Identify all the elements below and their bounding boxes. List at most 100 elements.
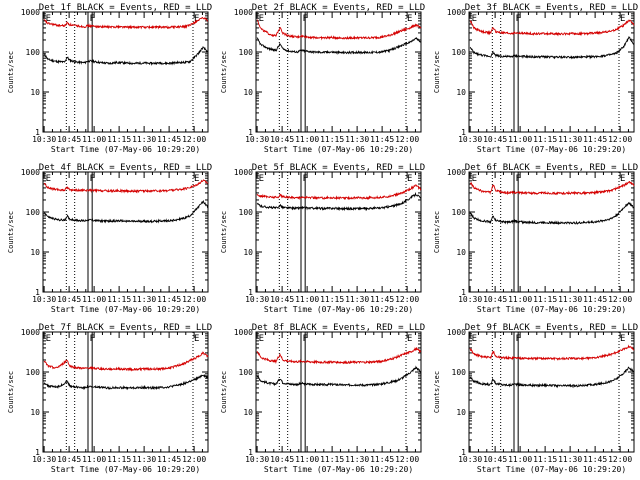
x-tick-label: 11:15 bbox=[107, 135, 131, 144]
panel-title: Det 3f BLACK = Events, RED = LLD bbox=[465, 3, 638, 13]
panel-det-1: Det 1f BLACK = Events, RED = LLD 1 10 100 10… bbox=[7, 3, 212, 154]
x-tick-label: 11:45 bbox=[157, 295, 181, 304]
y-tick-label: 100 bbox=[26, 48, 41, 57]
y-tick-label: 1 bbox=[461, 128, 466, 137]
series-events-line bbox=[469, 366, 635, 389]
flag-label: F bbox=[303, 174, 308, 184]
y-tick-label: 1 bbox=[461, 288, 466, 297]
flag-label: E bbox=[472, 14, 477, 24]
panel-title: Det 6f BLACK = Events, RED = LLD bbox=[465, 163, 638, 173]
x-tick-label: 12:00 bbox=[395, 455, 419, 464]
panel-title: Det 4f BLACK = Events, RED = LLD bbox=[39, 163, 212, 173]
y-tick-label: 1000 bbox=[447, 8, 466, 17]
plot-frame bbox=[468, 331, 635, 453]
x-tick-label: 11:15 bbox=[107, 295, 131, 304]
x-tick-label: 11:45 bbox=[370, 135, 394, 144]
flag-label: F bbox=[90, 174, 95, 184]
y-tick-label: 1000 bbox=[234, 8, 253, 17]
x-tick-label: 10:45 bbox=[483, 295, 507, 304]
x-tick-label: 10:45 bbox=[483, 455, 507, 464]
y-tick-label: 10 bbox=[456, 408, 466, 417]
plot-frame bbox=[255, 171, 422, 293]
y-tick-label: 100 bbox=[452, 208, 467, 217]
series-events-line bbox=[469, 201, 635, 226]
flag-label: E bbox=[472, 174, 477, 184]
flag-label: E bbox=[46, 174, 51, 184]
x-tick-label: 11:30 bbox=[558, 135, 582, 144]
y-tick-label: 100 bbox=[239, 48, 254, 57]
x-tick-label: 12:00 bbox=[182, 455, 206, 464]
x-tick-label: 12:00 bbox=[395, 135, 419, 144]
series-lld-line bbox=[256, 184, 422, 201]
y-tick-label: 1000 bbox=[21, 328, 40, 337]
y-axis-label: Counts/sec bbox=[7, 211, 15, 253]
panel-det-9: Det 9f BLACK = Events, RED = LLD 1 10 100 10… bbox=[433, 323, 638, 474]
x-axis-label: Start Time (07-May-06 10:29:20) bbox=[264, 305, 413, 314]
panel-det-8: Det 8f BLACK = Events, RED = LLD 1 10 100 10… bbox=[220, 323, 425, 474]
series-lld-line bbox=[43, 351, 209, 372]
x-tick-label: 11:45 bbox=[583, 455, 607, 464]
x-tick-label: 11:15 bbox=[320, 295, 344, 304]
y-tick-label: 1 bbox=[461, 448, 466, 457]
panel-title: Det 5f BLACK = Events, RED = LLD bbox=[252, 163, 425, 173]
y-tick-label: 100 bbox=[452, 368, 467, 377]
y-axis-label: Counts/sec bbox=[433, 51, 441, 93]
series-lld-line bbox=[43, 16, 209, 30]
y-axis-label: Counts/sec bbox=[7, 371, 15, 413]
x-axis-label: Start Time (07-May-06 10:29:20) bbox=[51, 305, 200, 314]
y-tick-label: 1000 bbox=[447, 168, 466, 177]
flag-label: F bbox=[516, 14, 521, 24]
x-tick-label: 11:30 bbox=[558, 455, 582, 464]
x-tick-label: 11:30 bbox=[132, 135, 156, 144]
panel-title: Det 1f BLACK = Events, RED = LLD bbox=[39, 3, 212, 13]
x-tick-label: 11:30 bbox=[132, 455, 156, 464]
flag-label: E bbox=[259, 334, 264, 344]
x-tick-label: 10:30 bbox=[458, 295, 482, 304]
x-tick-label: 11:45 bbox=[370, 295, 394, 304]
x-tick-label: 11:15 bbox=[107, 455, 131, 464]
x-tick-label: 10:30 bbox=[245, 135, 269, 144]
y-tick-label: 1 bbox=[248, 128, 253, 137]
plot-frame bbox=[42, 171, 209, 293]
x-tick-label: 10:30 bbox=[458, 455, 482, 464]
x-tick-label: 10:45 bbox=[57, 135, 81, 144]
y-tick-label: 1 bbox=[35, 288, 40, 297]
plot-frame bbox=[468, 171, 635, 293]
series-lld-line bbox=[469, 181, 635, 196]
flag-label: E bbox=[259, 174, 264, 184]
x-tick-label: 11:15 bbox=[320, 455, 344, 464]
flag-label: F bbox=[90, 334, 95, 344]
series-events-line bbox=[43, 373, 209, 391]
x-axis-label: Start Time (07-May-06 10:29:20) bbox=[264, 465, 413, 474]
x-tick-label: 11:15 bbox=[533, 135, 557, 144]
y-tick-label: 1000 bbox=[21, 8, 40, 17]
x-axis-label: Start Time (07-May-06 10:29:20) bbox=[477, 305, 626, 314]
y-tick-label: 10 bbox=[243, 88, 253, 97]
flag-label: E bbox=[46, 14, 51, 24]
x-tick-label: 11:45 bbox=[157, 135, 181, 144]
y-axis-label: Counts/sec bbox=[433, 211, 441, 253]
x-tick-label: 10:30 bbox=[458, 135, 482, 144]
flag-label: E bbox=[620, 334, 625, 344]
x-tick-label: 11:00 bbox=[508, 295, 532, 304]
flag-label: F bbox=[90, 14, 95, 24]
y-tick-label: 10 bbox=[30, 248, 40, 257]
series-lld-line bbox=[256, 19, 422, 41]
x-tick-label: 11:15 bbox=[320, 135, 344, 144]
x-tick-label: 11:30 bbox=[132, 295, 156, 304]
x-tick-label: 10:30 bbox=[32, 295, 56, 304]
y-tick-label: 10 bbox=[30, 408, 40, 417]
y-tick-label: 1 bbox=[35, 128, 40, 137]
plot-frame bbox=[42, 331, 209, 453]
x-tick-label: 10:45 bbox=[483, 135, 507, 144]
series-lld-line bbox=[43, 179, 209, 194]
series-events-line bbox=[43, 199, 209, 224]
series-lld-line bbox=[469, 344, 635, 361]
y-tick-label: 1000 bbox=[21, 168, 40, 177]
flag-label: F bbox=[303, 334, 308, 344]
flag-label: E bbox=[194, 14, 199, 24]
x-tick-label: 11:00 bbox=[82, 135, 106, 144]
x-axis-label: Start Time (07-May-06 10:29:20) bbox=[51, 145, 200, 154]
x-tick-label: 11:00 bbox=[295, 135, 319, 144]
x-tick-label: 11:45 bbox=[157, 455, 181, 464]
